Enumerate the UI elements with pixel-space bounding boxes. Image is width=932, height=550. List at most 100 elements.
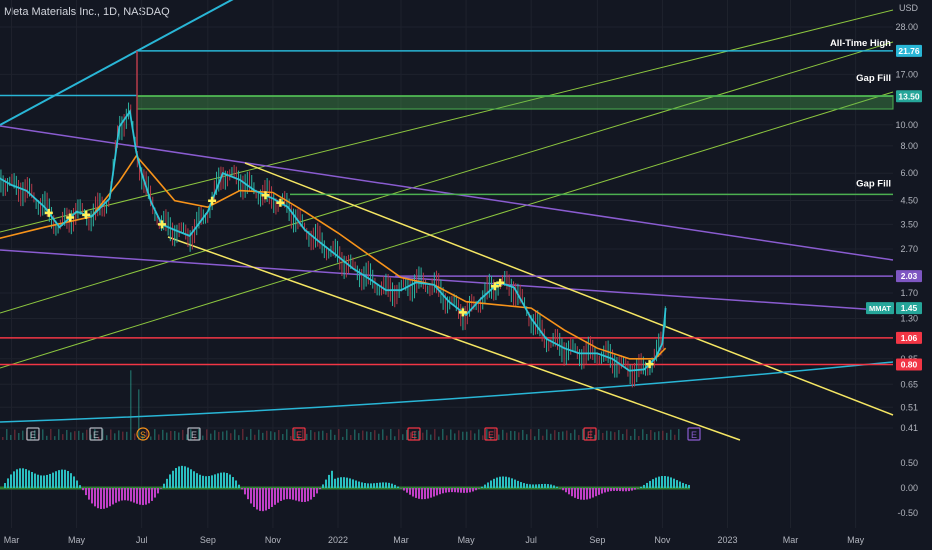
channel-upper <box>244 162 894 416</box>
histogram-bar <box>70 473 72 488</box>
histogram-bar <box>661 476 663 488</box>
histogram-bar <box>67 470 69 488</box>
price-tag-label: 21.76 <box>898 46 920 56</box>
histogram-bar <box>508 477 510 488</box>
histogram-bar <box>238 484 240 488</box>
histogram-bar <box>337 477 339 488</box>
event-marker <box>407 427 421 441</box>
volume-bar <box>370 431 372 440</box>
histogram-bar <box>640 486 642 488</box>
x-tick-label: Mar <box>783 535 799 545</box>
volume-bar <box>250 429 252 440</box>
histogram-bar <box>145 488 147 505</box>
histogram-bar <box>409 488 411 495</box>
histogram-bar <box>241 488 243 490</box>
volume-bar <box>122 431 124 440</box>
histogram-bar <box>184 466 186 488</box>
histogram-bar <box>37 474 39 488</box>
price-line <box>0 109 667 372</box>
volume-bar <box>50 429 52 440</box>
volume-bar <box>346 429 348 440</box>
volume-bar <box>62 434 64 440</box>
histogram-bar <box>139 488 141 505</box>
histogram-bar <box>226 473 228 488</box>
crosshair-marker <box>208 196 217 205</box>
histogram-bar <box>16 469 18 488</box>
volume-bar <box>150 436 152 440</box>
volume-bar <box>42 429 44 440</box>
histogram-bar <box>403 488 405 491</box>
histogram-bar <box>244 488 246 495</box>
x-tick-label: Nov <box>265 535 282 545</box>
histogram-bar <box>115 488 117 503</box>
histogram-bar <box>247 488 249 500</box>
volume-bar <box>170 430 172 440</box>
histogram-bar <box>7 478 9 488</box>
histogram-bar <box>349 478 351 488</box>
fan-line <box>0 91 894 369</box>
event-marker-label: S <box>140 430 146 440</box>
histogram-bar <box>628 488 630 492</box>
histogram-bar <box>307 488 309 502</box>
histogram-bar <box>676 480 678 488</box>
volume-bar <box>610 431 612 440</box>
crosshair-marker <box>645 360 654 369</box>
histogram-bar <box>556 486 558 488</box>
histogram-bar <box>370 483 372 488</box>
price-tag <box>896 358 922 371</box>
histogram-bar <box>142 488 144 506</box>
histogram-bar <box>643 484 645 488</box>
volume-bar <box>478 429 480 440</box>
histogram-bar <box>514 479 516 488</box>
volume-bars <box>2 370 680 440</box>
histogram-bar <box>235 480 237 488</box>
volume-bar <box>78 430 80 440</box>
volume-bar <box>614 432 616 440</box>
volume-bar <box>510 430 512 440</box>
event-marker-label: E <box>296 430 302 440</box>
histogram-bar <box>367 483 369 488</box>
volume-bar <box>654 432 656 440</box>
volume-bar <box>642 429 644 440</box>
histogram-bar <box>679 481 681 488</box>
histogram-bar <box>625 488 627 492</box>
volume-bar <box>178 432 180 440</box>
histogram-bar <box>328 474 330 488</box>
histogram-bar <box>28 470 30 488</box>
histogram-bar <box>649 480 651 488</box>
histogram-bar <box>460 488 462 493</box>
histogram-bar <box>451 488 453 493</box>
histogram-bar <box>190 469 192 488</box>
price-tag <box>896 270 922 283</box>
histogram-bar <box>166 478 168 488</box>
histogram-bar <box>682 482 684 488</box>
y-tick-label: 6.00 <box>900 168 918 178</box>
histogram-bar <box>118 488 120 502</box>
histogram-bar <box>112 488 114 505</box>
histogram-bar <box>577 488 579 499</box>
price-tag-label: 1.45 <box>901 303 918 313</box>
price-tag <box>896 44 922 57</box>
volume-bar <box>494 429 496 440</box>
histogram-bar <box>553 485 555 488</box>
x-tick-label: Sep <box>200 535 216 545</box>
volume-bar <box>82 432 84 440</box>
volume-bar <box>198 429 200 440</box>
x-tick-label: Jul <box>525 535 537 545</box>
histogram-bar <box>436 488 438 496</box>
volume-bar <box>330 429 332 440</box>
histogram-bar <box>424 488 426 500</box>
volume-bar <box>322 430 324 440</box>
volume-bar <box>558 431 560 440</box>
volume-bar <box>182 429 184 440</box>
histogram-bar <box>355 480 357 488</box>
histogram-bar <box>301 488 303 502</box>
volume-bar <box>674 434 676 440</box>
histogram-bar <box>79 485 81 488</box>
event-marker <box>583 427 597 441</box>
histogram-bar <box>181 465 183 488</box>
histogram-bar <box>286 488 288 500</box>
histogram-bar <box>454 488 456 493</box>
